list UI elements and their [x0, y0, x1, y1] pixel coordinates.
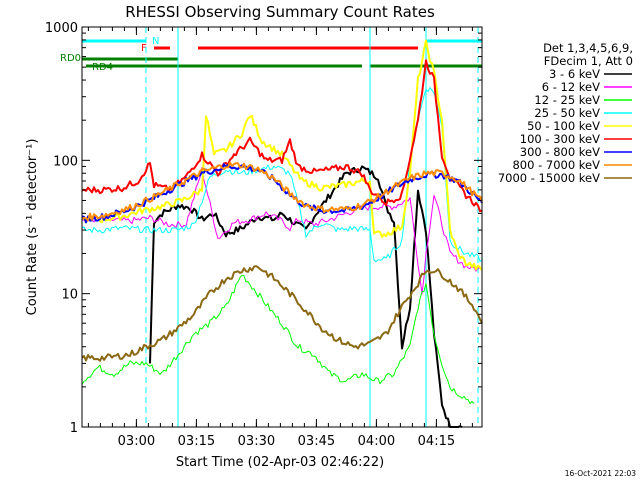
series-lines	[81, 39, 483, 428]
legend-entry-label: 25 - 50 keV	[534, 106, 600, 120]
x-tick-label: 04:15	[418, 434, 455, 449]
series-line-7	[81, 161, 483, 222]
series-line-2	[81, 274, 475, 405]
x-tick-label: 03:30	[238, 434, 275, 449]
footer-timestamp: 16-Oct-2021 22:03	[565, 469, 636, 478]
axes: 1 10 100 1000 03:00 03:15 03:30 03:45 04:00 04:15	[45, 21, 482, 449]
legend: Det 1,3,4,5,6,9,FDecim 1, Att 03 - 6 keV…	[498, 41, 633, 185]
legend-entry-label: 7000 - 15000 keV	[498, 171, 600, 185]
x-tick-label: 03:45	[298, 434, 335, 449]
y-axis-label: Count Rate (s⁻¹ detector⁻¹)	[25, 139, 40, 316]
x-axis-label: Start Time (02-Apr-03 02:46:22)	[176, 455, 384, 470]
legend-entry-label: 800 - 7000 keV	[512, 158, 600, 172]
legend-entry-label: 300 - 800 keV	[520, 145, 600, 159]
y-tick-label: 100	[53, 154, 78, 169]
series-line-1	[81, 167, 483, 295]
x-tick-label: 03:15	[178, 434, 215, 449]
legend-entry-label: 12 - 25 keV	[534, 93, 600, 107]
plot-frame	[81, 26, 483, 428]
legend-entry-label: 100 - 300 keV	[520, 132, 600, 146]
legend-header-line: Det 1,3,4,5,6,9,	[543, 41, 633, 55]
y-tick-label: 10	[61, 288, 78, 303]
legend-entry-label: 3 - 6 keV	[549, 67, 600, 81]
series-line-5	[81, 59, 483, 213]
series-line-4	[81, 39, 483, 271]
chart-title: RHESSI Observing Summary Count Rates	[125, 3, 435, 21]
y-tick-label: 1000	[45, 21, 78, 36]
series-line-8	[81, 265, 483, 362]
flag-label-f: F	[141, 43, 147, 54]
y-tick-label: 1	[70, 421, 78, 436]
flag-label-n: N	[152, 36, 159, 47]
legend-entry-label: 6 - 12 keV	[542, 80, 600, 94]
legend-entry-label: 50 - 100 keV	[527, 119, 600, 133]
flag-label-rd4: RD4	[92, 62, 113, 73]
legend-header-line: FDecim 1, Att 0	[544, 54, 633, 68]
series-line-0	[149, 165, 463, 428]
flag-label-rd0: RD0	[60, 53, 81, 64]
x-tick-label: 03:00	[118, 434, 155, 449]
x-tick-label: 04:00	[358, 434, 395, 449]
